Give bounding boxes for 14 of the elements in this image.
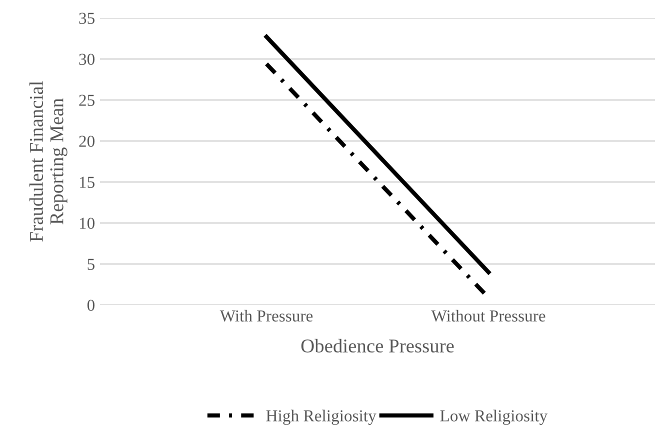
y-tick-label: 35 [79, 12, 94, 24]
x-tick-label: With Pressure [220, 310, 313, 322]
legend-label: High Religiosity [266, 410, 376, 425]
y-tick-label: 30 [79, 54, 95, 65]
legend-label: Low Religiosity [440, 410, 548, 425]
y-tick-label: 0 [87, 300, 95, 311]
y-tick-label: 15 [80, 176, 94, 188]
y-tick-label: 5 [88, 258, 94, 270]
y-axis-title: Fraudulent Financial Reporting Mean [29, 81, 68, 242]
y-tick-label: 20 [79, 136, 95, 147]
x-axis-title: Obedience Pressure [301, 338, 454, 353]
y-tick-label: 10 [80, 218, 95, 229]
y-tick-label: 25 [79, 94, 94, 106]
x-tick-label: Without Pressure [431, 310, 546, 322]
